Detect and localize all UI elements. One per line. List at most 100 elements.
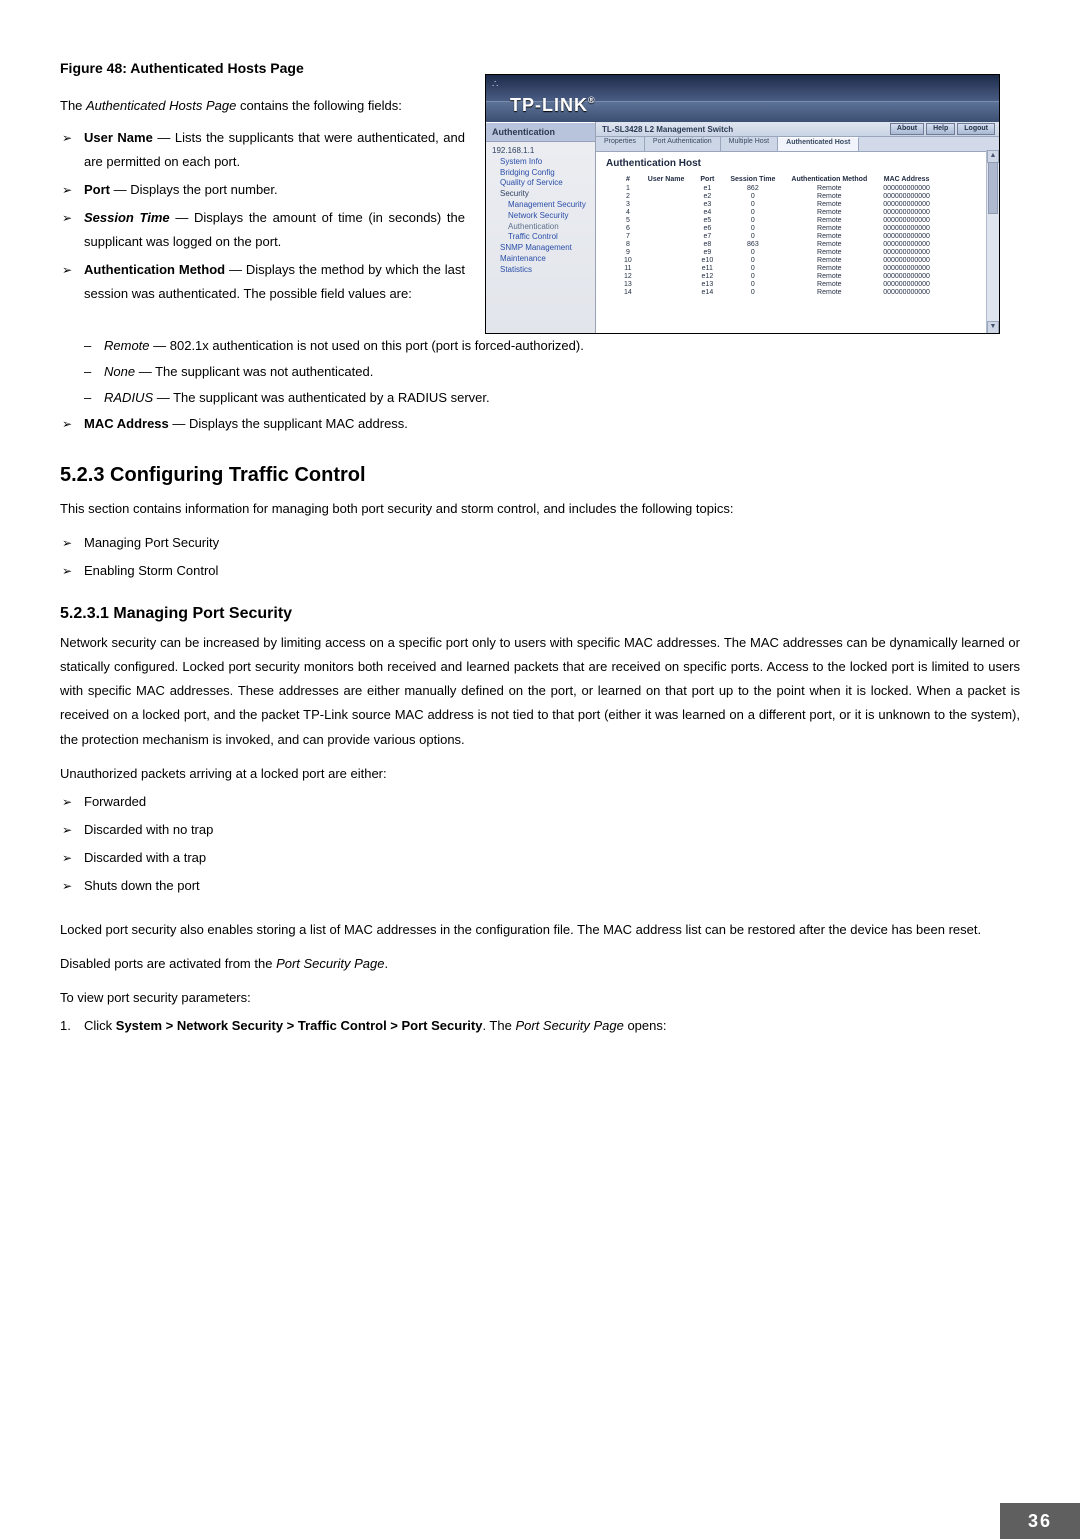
- table-cell: 0: [722, 200, 783, 208]
- table-cell: e4: [692, 208, 722, 216]
- topic-item: ➢Enabling Storm Control: [60, 559, 1020, 583]
- table-cell: 000000000000: [875, 192, 938, 200]
- table-cell: 000000000000: [875, 256, 938, 264]
- table-cell: [640, 232, 693, 240]
- tree-node[interactable]: Authentication: [492, 222, 593, 233]
- table-row: 12e120Remote000000000000: [616, 272, 938, 280]
- tree-node[interactable]: Security: [492, 189, 593, 200]
- bullet-label: Session Time: [84, 210, 170, 225]
- table-row: 1e1862Remote000000000000: [616, 184, 938, 192]
- tree-node[interactable]: Network Security: [492, 211, 593, 222]
- tree-node[interactable]: 192.168.1.1: [492, 146, 593, 157]
- column-header: Authentication Method: [783, 175, 875, 184]
- table-row: 7e70Remote000000000000: [616, 232, 938, 240]
- table-cell: 4: [616, 208, 640, 216]
- nav-tree[interactable]: 192.168.1.1System InfoBridging ConfigQua…: [486, 142, 595, 280]
- topic-text: Managing Port Security: [84, 531, 219, 555]
- brand-logo: TP-LINK®: [510, 95, 596, 116]
- tab[interactable]: Multiple Host: [721, 137, 778, 151]
- column-header: Session Time: [722, 175, 783, 184]
- logout-button[interactable]: Logout: [957, 123, 995, 135]
- table-cell: 0: [722, 232, 783, 240]
- tree-node[interactable]: Maintenance: [492, 254, 593, 265]
- tree-node[interactable]: Statistics: [492, 265, 593, 276]
- table-cell: 000000000000: [875, 264, 938, 272]
- bullet-item: ➢Port — Displays the port number.: [60, 178, 465, 202]
- chevron-right-icon: ➢: [60, 846, 74, 870]
- table-cell: [640, 192, 693, 200]
- tree-node[interactable]: Management Security: [492, 200, 593, 211]
- table-row: 13e130Remote000000000000: [616, 280, 938, 288]
- section-5-2-3-1-heading: 5.2.3.1 Managing Port Security: [60, 605, 1020, 623]
- sub-bullet: –RADIUS — The supplicant was authenticat…: [84, 386, 1020, 410]
- window-titlebar: TL-SL3428 L2 Management Switch About Hel…: [596, 122, 999, 137]
- table-cell: 000000000000: [875, 280, 938, 288]
- step-number: 1.: [60, 1014, 74, 1038]
- scroll-down-icon[interactable]: ▼: [987, 321, 999, 334]
- table-cell: 0: [722, 192, 783, 200]
- disabled-em: Port Security Page: [276, 956, 384, 971]
- scrollbar[interactable]: ▲ ▼: [986, 150, 999, 334]
- bullet-body: Port — Displays the port number.: [84, 178, 465, 202]
- help-button[interactable]: Help: [926, 123, 955, 135]
- section-5-2-3-heading: 5.2.3 Configuring Traffic Control: [60, 464, 1020, 487]
- tab-strip[interactable]: PropertiesPort AuthenticationMultiple Ho…: [596, 137, 999, 152]
- column-header: User Name: [640, 175, 693, 184]
- about-button[interactable]: About: [890, 123, 924, 135]
- table-row: 4e40Remote000000000000: [616, 208, 938, 216]
- table-cell: 863: [722, 240, 783, 248]
- tree-node[interactable]: Quality of Service: [492, 178, 593, 189]
- auth-host-table: #User NamePortSession TimeAuthentication…: [616, 175, 938, 296]
- table-cell: e8: [692, 240, 722, 248]
- chevron-right-icon: ➢: [60, 790, 74, 814]
- para-network-security: Network security can be increased by lim…: [60, 631, 1020, 751]
- tab[interactable]: Authenticated Host: [778, 137, 859, 151]
- tree-node[interactable]: System Info: [492, 157, 593, 168]
- table-cell: 0: [722, 272, 783, 280]
- tree-node[interactable]: Bridging Config: [492, 168, 593, 179]
- table-row: 9e90Remote000000000000: [616, 248, 938, 256]
- table-row: 2e20Remote000000000000: [616, 192, 938, 200]
- tab[interactable]: Port Authentication: [645, 137, 721, 151]
- unauth-text: Forwarded: [84, 790, 146, 814]
- intro-line: The Authenticated Hosts Page contains th…: [60, 94, 465, 118]
- table-cell: Remote: [783, 240, 875, 248]
- table-cell: 0: [722, 224, 783, 232]
- table-row: 14e140Remote000000000000: [616, 288, 938, 296]
- tree-node[interactable]: Traffic Control: [492, 232, 593, 243]
- corner-deco-icon: ∴: [492, 79, 499, 90]
- dash-icon: –: [84, 386, 96, 410]
- scroll-thumb[interactable]: [988, 162, 998, 214]
- table-cell: e1: [692, 184, 722, 192]
- tree-node[interactable]: SNMP Management: [492, 243, 593, 254]
- bullet-item: ➢Authentication Method — Displays the me…: [60, 258, 465, 306]
- unauth-text: Discarded with no trap: [84, 818, 213, 842]
- table-cell: 0: [722, 288, 783, 296]
- table-cell: e5: [692, 216, 722, 224]
- chevron-right-icon: ➢: [60, 818, 74, 842]
- table-cell: [640, 216, 693, 224]
- table-cell: 7: [616, 232, 640, 240]
- table-cell: [640, 280, 693, 288]
- table-cell: 000000000000: [875, 272, 938, 280]
- table-cell: Remote: [783, 208, 875, 216]
- table-cell: [640, 240, 693, 248]
- table-cell: [640, 248, 693, 256]
- bullet-label: MAC Address: [84, 416, 169, 431]
- table-cell: 000000000000: [875, 216, 938, 224]
- bullet-label: User Name: [84, 130, 153, 145]
- field-description-block: The Authenticated Hosts Page contains th…: [60, 94, 465, 334]
- bullet-body: Authentication Method — Displays the met…: [84, 258, 465, 306]
- tab[interactable]: Properties: [596, 137, 645, 151]
- table-cell: 000000000000: [875, 288, 938, 296]
- brand-reg-icon: ®: [588, 95, 596, 105]
- table-cell: Remote: [783, 248, 875, 256]
- unauth-intro: Unauthorized packets arriving at a locke…: [60, 762, 1020, 786]
- topic-item: ➢Managing Port Security: [60, 531, 1020, 555]
- table-cell: 10: [616, 256, 640, 264]
- table-cell: 5: [616, 216, 640, 224]
- bullet-body: Session Time — Displays the amount of ti…: [84, 206, 465, 254]
- unauth-text: Shuts down the port: [84, 874, 200, 898]
- table-cell: 2: [616, 192, 640, 200]
- toview-line: To view port security parameters:: [60, 986, 1020, 1010]
